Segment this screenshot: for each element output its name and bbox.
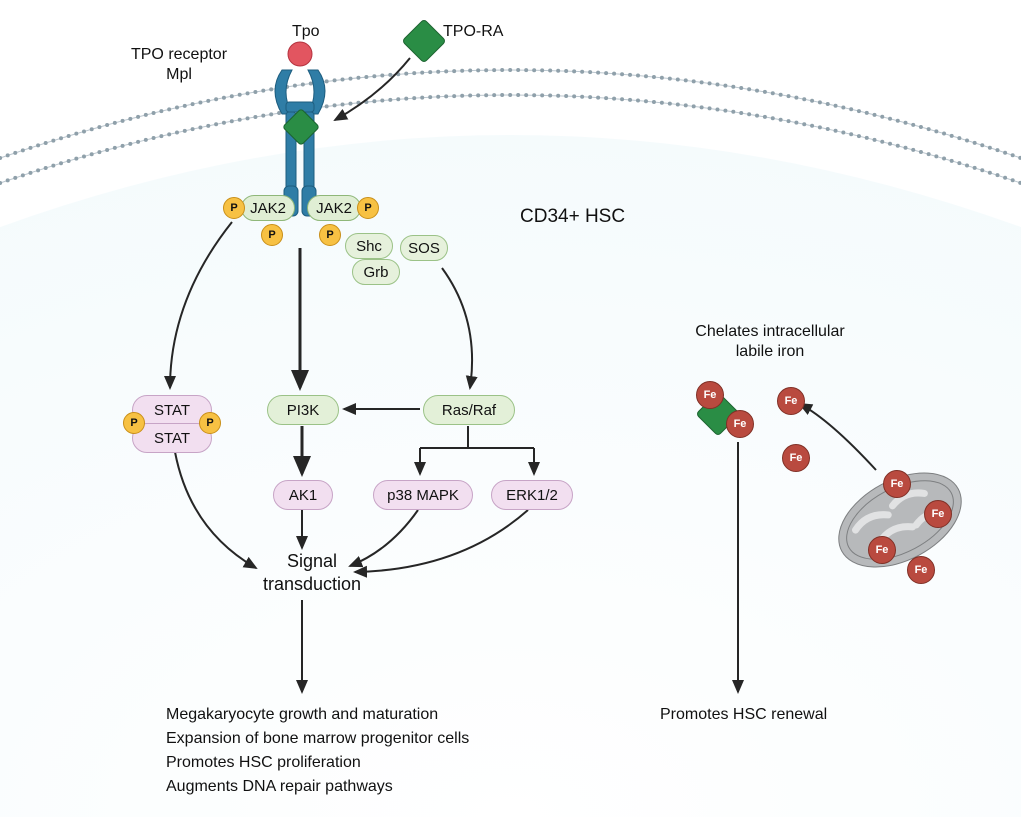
fe-label: Fe	[734, 418, 747, 430]
p-label: P	[130, 417, 137, 429]
p-label: P	[326, 229, 333, 241]
outcome-1: Megakaryocyte growth and maturation	[166, 705, 546, 725]
node-erk: ERK1/2	[491, 480, 573, 510]
fe-label: Fe	[932, 508, 945, 520]
node-label: Grb	[363, 264, 388, 281]
node-jak2-left: JAK2	[241, 195, 295, 221]
label-tpo: Tpo	[292, 22, 320, 42]
node-label: SOS	[408, 240, 440, 257]
phospho-icon: P	[319, 224, 341, 246]
outcome-3: Promotes HSC proliferation	[166, 753, 546, 773]
fe-icon: Fe	[907, 556, 935, 584]
node-label: STAT	[154, 402, 190, 419]
label-chelates: Chelates intracellular labile iron	[660, 322, 880, 362]
fe-icon: Fe	[726, 410, 754, 438]
fe-icon: Fe	[883, 470, 911, 498]
phospho-icon: P	[223, 197, 245, 219]
phospho-icon: P	[123, 412, 145, 434]
label-tpora: TPO-RA	[443, 22, 503, 42]
label-cell: CD34+ HSC	[520, 205, 625, 229]
node-grb: Grb	[352, 259, 400, 285]
node-p38: p38 MAPK	[373, 480, 473, 510]
fe-label: Fe	[704, 389, 717, 401]
node-label: ERK1/2	[506, 487, 558, 504]
node-label: JAK2	[250, 200, 286, 217]
fe-icon: Fe	[924, 500, 952, 528]
p-label: P	[230, 202, 237, 214]
node-rasraf: Ras/Raf	[423, 395, 515, 425]
fe-label: Fe	[790, 452, 803, 464]
outcome-4: Augments DNA repair pathways	[166, 777, 546, 797]
node-jak2-right: JAK2	[307, 195, 361, 221]
label-receptor: TPO receptor Mpl	[104, 45, 254, 85]
phospho-icon: P	[199, 412, 221, 434]
fe-icon: Fe	[696, 381, 724, 409]
label-signal: Signal transduction	[252, 550, 372, 595]
tpora-diamond-icon	[401, 18, 446, 63]
node-shc: Shc	[345, 233, 393, 259]
node-label: Ras/Raf	[442, 402, 496, 419]
diagram-canvas: TPO-RA Tpo TPO receptor Mpl CD34+ HSC Ch…	[0, 0, 1021, 817]
node-label: PI3K	[287, 402, 320, 419]
p-label: P	[268, 229, 275, 241]
p-label: P	[364, 202, 371, 214]
outcome-right: Promotes HSC renewal	[660, 705, 920, 725]
fe-label: Fe	[915, 564, 928, 576]
fe-label: Fe	[876, 544, 889, 556]
p-label: P	[206, 417, 213, 429]
fe-icon: Fe	[868, 536, 896, 564]
node-ak1: AK1	[273, 480, 333, 510]
node-pi3k: PI3K	[267, 395, 339, 425]
fe-label: Fe	[785, 395, 798, 407]
fe-label: Fe	[891, 478, 904, 490]
fe-icon: Fe	[782, 444, 810, 472]
fe-icon: Fe	[777, 387, 805, 415]
node-label: STAT	[154, 430, 190, 447]
node-label: JAK2	[316, 200, 352, 217]
node-label: p38 MAPK	[387, 487, 459, 504]
node-label: Shc	[356, 238, 382, 255]
outcome-2: Expansion of bone marrow progenitor cell…	[166, 729, 546, 749]
phospho-icon: P	[357, 197, 379, 219]
phospho-icon: P	[261, 224, 283, 246]
node-label: AK1	[289, 487, 317, 504]
node-sos: SOS	[400, 235, 448, 261]
